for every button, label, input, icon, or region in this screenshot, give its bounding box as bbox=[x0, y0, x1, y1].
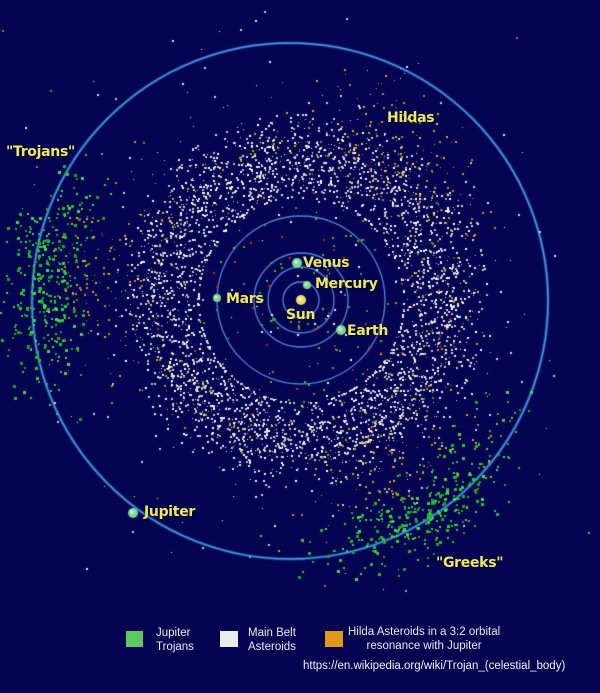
source-url: https://en.wikipedia.org/wiki/Trojan_(ce… bbox=[303, 660, 566, 672]
legend-swatch-main-belt bbox=[220, 631, 238, 647]
label-mars: Mars bbox=[226, 291, 264, 307]
legend-label-jupiter-trojans: Jupiter Trojans bbox=[156, 627, 194, 653]
legend-label-hilda: Hilda Asteroids in a 3:2 orbital resonan… bbox=[348, 626, 501, 652]
label-earth: Earth bbox=[347, 323, 389, 339]
legend-swatch-hilda bbox=[325, 631, 343, 647]
label-venus: Venus bbox=[303, 255, 350, 271]
label-sun: Sun bbox=[286, 307, 316, 323]
legend-label-main-belt: Main Belt Asteroids bbox=[248, 627, 296, 653]
label-jupiter: Jupiter bbox=[144, 504, 195, 520]
label-greeks: "Greeks" bbox=[436, 555, 504, 571]
label-trojans: "Trojans" bbox=[6, 144, 75, 160]
legend-swatch-jupiter-trojans bbox=[126, 631, 143, 647]
label-mercury: Mercury bbox=[315, 276, 378, 292]
label-hildas: Hildas bbox=[387, 110, 435, 126]
